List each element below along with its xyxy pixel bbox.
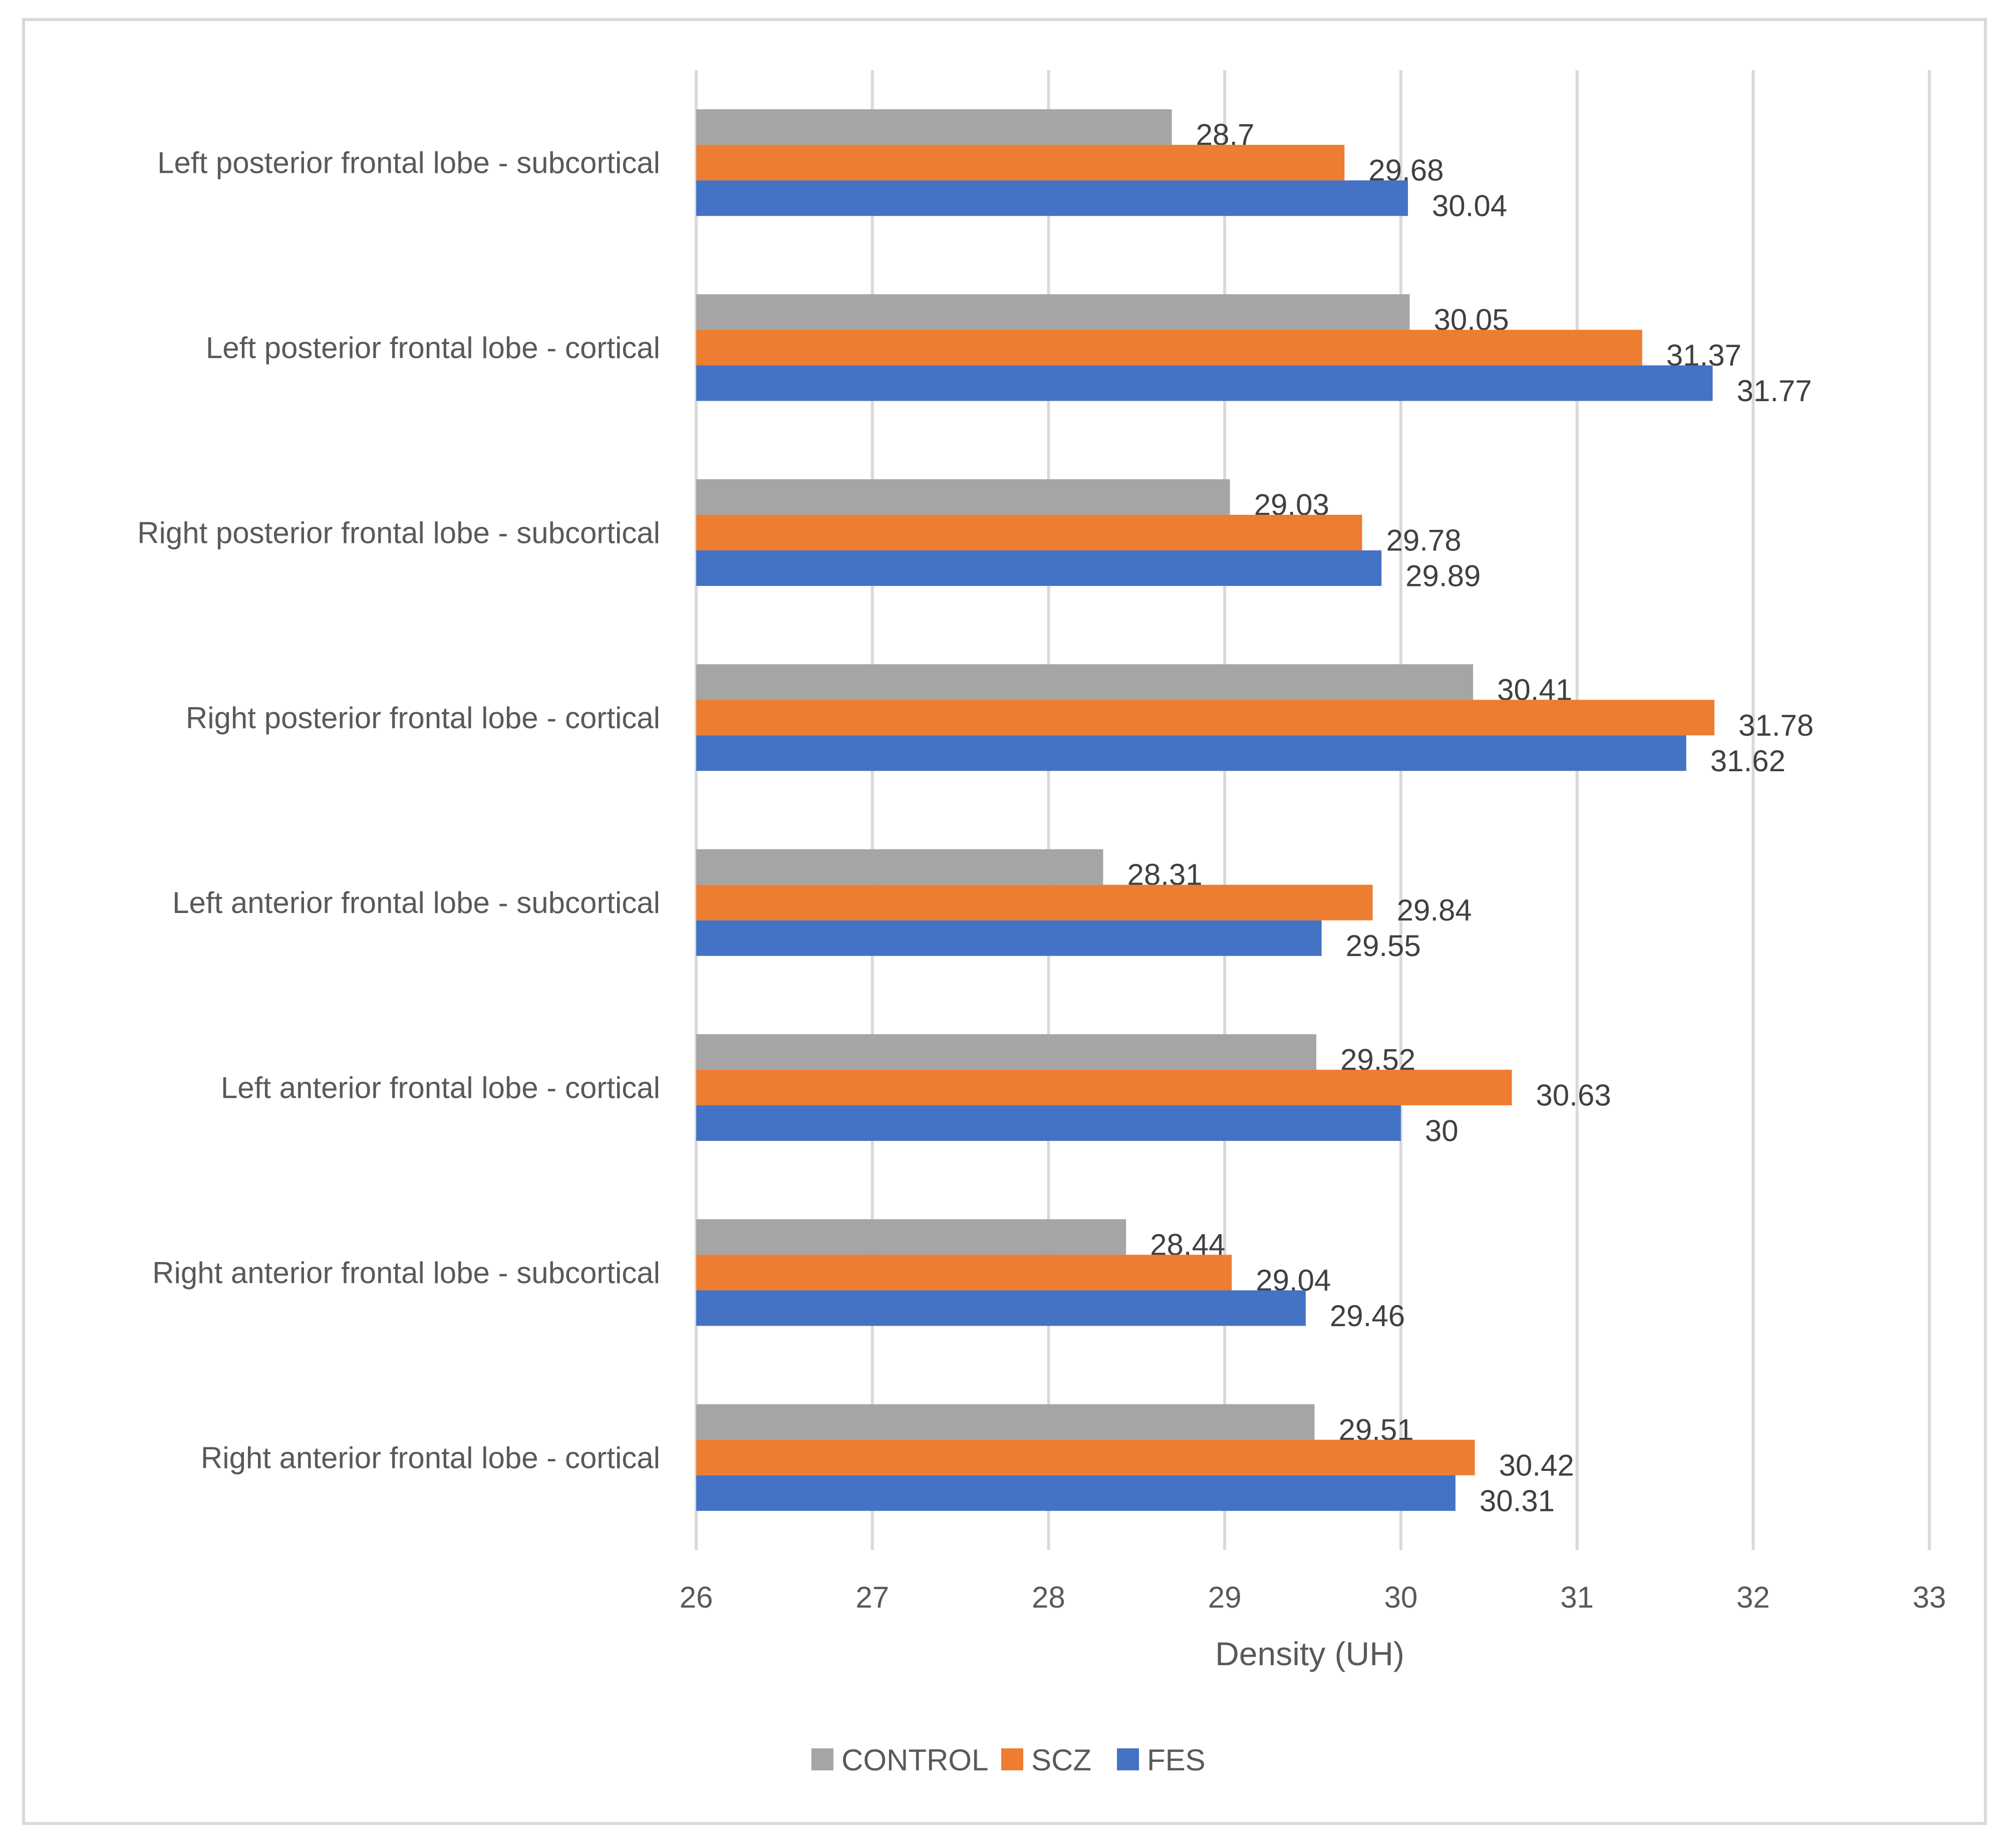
category-label: Right posterior frontal lobe - cortical — [186, 701, 660, 735]
data-label: 31.77 — [1737, 374, 1812, 408]
data-label: 29.55 — [1346, 929, 1421, 963]
x-tick-label: 31 — [1560, 1581, 1594, 1614]
bar-scz — [696, 1255, 1232, 1291]
bar-control — [696, 479, 1230, 515]
bar-control — [696, 664, 1474, 700]
x-tick-label: 30 — [1384, 1581, 1417, 1614]
category-label: Right anterior frontal lobe - subcortica… — [152, 1256, 660, 1290]
legend-swatch-fes — [1117, 1748, 1139, 1770]
bar-control — [696, 849, 1103, 885]
legend-swatch-control — [811, 1748, 833, 1770]
data-label: 30.42 — [1499, 1448, 1574, 1482]
bar-scz — [696, 145, 1345, 181]
data-label: 31.78 — [1739, 709, 1814, 742]
category-labels: Left posterior frontal lobe - subcortica… — [137, 146, 660, 1475]
bar-scz — [696, 514, 1362, 550]
x-tick-label: 26 — [680, 1581, 713, 1614]
data-label: 29.46 — [1330, 1299, 1405, 1333]
data-label: 29.78 — [1386, 523, 1461, 557]
data-label: 29.84 — [1397, 893, 1472, 927]
bar-fes — [696, 735, 1686, 771]
bar-fes — [696, 550, 1382, 586]
bar-fes — [696, 365, 1713, 401]
x-tick-label: 32 — [1737, 1581, 1770, 1614]
bar-fes — [696, 1475, 1456, 1511]
data-label: 30 — [1425, 1114, 1459, 1148]
bar-control — [696, 1404, 1315, 1440]
bar-scz — [696, 700, 1714, 736]
gridlines — [695, 70, 1931, 1550]
category-label: Left posterior frontal lobe - subcortica… — [157, 146, 660, 180]
data-label: 30.04 — [1432, 189, 1507, 223]
x-tick-label: 33 — [1913, 1581, 1946, 1614]
bar-control — [696, 1034, 1317, 1070]
category-label: Left anterior frontal lobe - subcortical — [172, 886, 660, 919]
data-label: 31.62 — [1710, 744, 1786, 778]
bar-fes — [696, 920, 1322, 956]
legend-swatch-scz — [1001, 1748, 1023, 1770]
x-tick-label: 29 — [1208, 1581, 1242, 1614]
bars: 28.729.6830.0430.0531.3731.7729.0329.782… — [696, 109, 1814, 1517]
bar-fes — [696, 180, 1408, 216]
bar-control — [696, 1219, 1126, 1255]
category-label: Left anterior frontal lobe - cortical — [221, 1071, 660, 1105]
data-label: 30.31 — [1480, 1484, 1555, 1517]
category-label: Left posterior frontal lobe - cortical — [206, 331, 660, 365]
x-axis-title: Density (UH) — [1215, 1635, 1404, 1672]
bar-fes — [696, 1105, 1401, 1141]
bar-scz — [696, 884, 1373, 920]
x-tick-label: 28 — [1032, 1581, 1065, 1614]
x-tick-label: 27 — [855, 1581, 889, 1614]
x-tick-labels: 26 27 28 29 30 31 32 33 — [680, 1581, 1946, 1614]
legend-label-fes: FES — [1147, 1743, 1206, 1777]
data-label: 29.89 — [1405, 559, 1481, 592]
category-label: Right posterior frontal lobe - subcortic… — [137, 516, 660, 549]
bar-fes — [696, 1290, 1306, 1326]
bar-scz — [696, 1439, 1475, 1475]
category-label: Right anterior frontal lobe - cortical — [201, 1441, 660, 1474]
legend-label-scz: SCZ — [1031, 1743, 1091, 1777]
bar-control — [696, 294, 1410, 330]
bar-scz — [696, 1070, 1512, 1106]
legend: CONTROL SCZ FES — [811, 1743, 1206, 1777]
bar-control — [696, 109, 1172, 145]
legend-label-control: CONTROL — [841, 1743, 988, 1777]
data-label: 30.63 — [1536, 1079, 1611, 1112]
bar-scz — [696, 330, 1642, 366]
